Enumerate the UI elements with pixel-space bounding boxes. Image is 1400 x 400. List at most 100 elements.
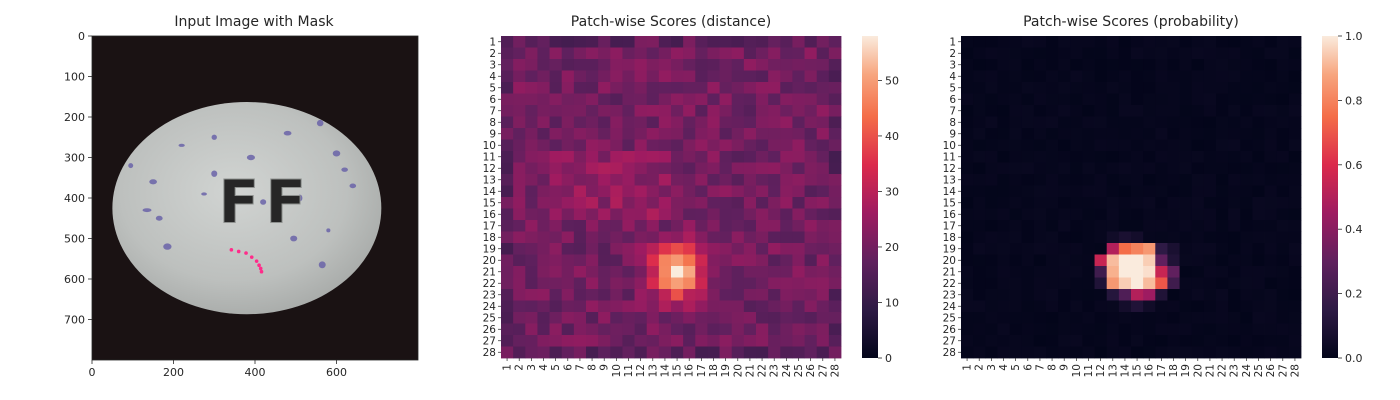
heatmap-cell xyxy=(1118,139,1132,152)
heatmap-cell xyxy=(1288,243,1302,255)
colorbar-tick-label: 40 xyxy=(885,130,899,143)
heatmap-cell xyxy=(501,346,514,359)
heatmap-cell xyxy=(683,162,696,175)
heatmap-cell xyxy=(1143,59,1156,71)
heatmap-cell xyxy=(1033,266,1047,278)
heatmap-cell xyxy=(1264,243,1278,255)
heatmap-cell xyxy=(1240,82,1253,94)
heatmap-cell xyxy=(610,335,623,347)
heatmap-cell xyxy=(610,277,623,290)
colorbar-tick-label: 0.0 xyxy=(1345,352,1363,365)
heatmap-cell xyxy=(1240,59,1253,71)
heatmap-cell xyxy=(997,208,1010,221)
heatmap-cell xyxy=(610,346,623,359)
heatmap-cell xyxy=(695,185,708,198)
heatmap-cell xyxy=(683,197,696,209)
heatmap-cell xyxy=(549,254,563,267)
heatmap-cell xyxy=(1046,346,1059,359)
heatmap-cell xyxy=(1082,105,1095,117)
heatmap-cell xyxy=(695,93,708,106)
heatmap-cell xyxy=(573,128,587,140)
heatmap-cell xyxy=(828,82,842,94)
heatmap-cell xyxy=(1131,208,1144,221)
heatmap-cell xyxy=(525,151,538,163)
heatmap-cell xyxy=(1094,174,1108,186)
heatmap-cell xyxy=(1082,174,1095,186)
heatmap-cell xyxy=(985,151,998,163)
x-tick-label: 400 xyxy=(245,366,266,379)
heatmap-cell xyxy=(549,105,563,117)
heatmap-cell xyxy=(1033,208,1047,221)
heatmap-cell xyxy=(1167,197,1180,209)
heatmap-cell xyxy=(646,174,660,186)
heatmap-cell xyxy=(707,139,720,152)
heatmap-cell xyxy=(1191,277,1205,290)
heatmap-cell xyxy=(816,174,830,186)
heatmap-cell xyxy=(1009,323,1023,336)
heatmap-cell xyxy=(1046,59,1059,71)
heatmap-cell xyxy=(961,335,974,347)
heatmap-cell xyxy=(1118,82,1132,94)
heatmap-cell xyxy=(792,266,805,278)
heatmap-cell xyxy=(561,197,575,209)
heatmap-cell xyxy=(561,174,575,186)
colorbar-tick-label: 10 xyxy=(885,296,899,309)
heatmap-cell xyxy=(1276,197,1290,209)
heatmap-cell xyxy=(1021,59,1035,71)
panel-title: Patch-wise Scores (distance) xyxy=(571,14,771,30)
heatmap-cell xyxy=(1264,208,1278,221)
heatmap-cell xyxy=(598,93,611,106)
heatmap-cell xyxy=(1167,105,1180,117)
heatmap-cell xyxy=(1203,185,1217,198)
heatmap-cell xyxy=(658,93,672,106)
heatmap-cell xyxy=(598,277,611,290)
heatmap-cell xyxy=(1131,128,1144,140)
col-tick-label: 12 xyxy=(1095,364,1107,377)
heatmap-cell xyxy=(634,197,648,209)
heatmap-cell xyxy=(1009,139,1023,152)
heatmap-cell xyxy=(1131,266,1144,278)
heatmap-cell xyxy=(1106,346,1120,359)
y-tick-label: 500 xyxy=(64,233,85,246)
heatmap-cell xyxy=(537,346,550,359)
heatmap-cell xyxy=(1203,335,1217,347)
heatmap-cell xyxy=(1070,174,1083,186)
heatmap-cell xyxy=(1094,162,1108,175)
heatmap-cell xyxy=(1155,185,1168,198)
row-tick-label: 17 xyxy=(943,220,956,232)
heatmap-cell xyxy=(1033,139,1047,152)
heatmap-cell xyxy=(743,93,757,106)
heatmap-cell xyxy=(719,277,733,290)
heatmap-cell xyxy=(1203,82,1217,94)
heatmap-cell xyxy=(1167,243,1180,255)
heatmap-cell xyxy=(1228,254,1241,267)
colorbar-tick-label: 0.4 xyxy=(1345,223,1363,236)
heatmap-cell xyxy=(804,220,818,232)
heatmap-cell xyxy=(1118,151,1132,163)
heatmap-cell xyxy=(561,47,575,60)
heatmap-cell xyxy=(1021,266,1035,278)
heatmap-cell xyxy=(549,128,563,140)
heatmap-cell xyxy=(671,289,684,301)
row-tick-label: 7 xyxy=(489,105,496,117)
heatmap-cell xyxy=(756,312,769,324)
heatmap-cell xyxy=(683,82,696,94)
heatmap-cell xyxy=(961,128,974,140)
heatmap-cell xyxy=(598,312,611,324)
heatmap-cell xyxy=(549,93,563,106)
heatmap-cell xyxy=(1094,36,1108,48)
heatmap-cell xyxy=(1191,174,1205,186)
heatmap-cell xyxy=(1070,47,1083,60)
heatmap-cell xyxy=(719,323,733,336)
heatmap-cell xyxy=(671,208,684,221)
heatmap-cell xyxy=(501,220,514,232)
heatmap-cell xyxy=(1288,151,1302,163)
heatmap-cell xyxy=(683,277,696,290)
heatmap-cell xyxy=(1058,185,1071,198)
heatmap-cell xyxy=(828,105,842,117)
heatmap-cell xyxy=(573,70,587,83)
heatmap-cell xyxy=(1094,231,1108,244)
heatmap-cell xyxy=(997,128,1010,140)
heatmap-cell xyxy=(513,36,526,48)
heatmap-cell xyxy=(622,231,635,244)
